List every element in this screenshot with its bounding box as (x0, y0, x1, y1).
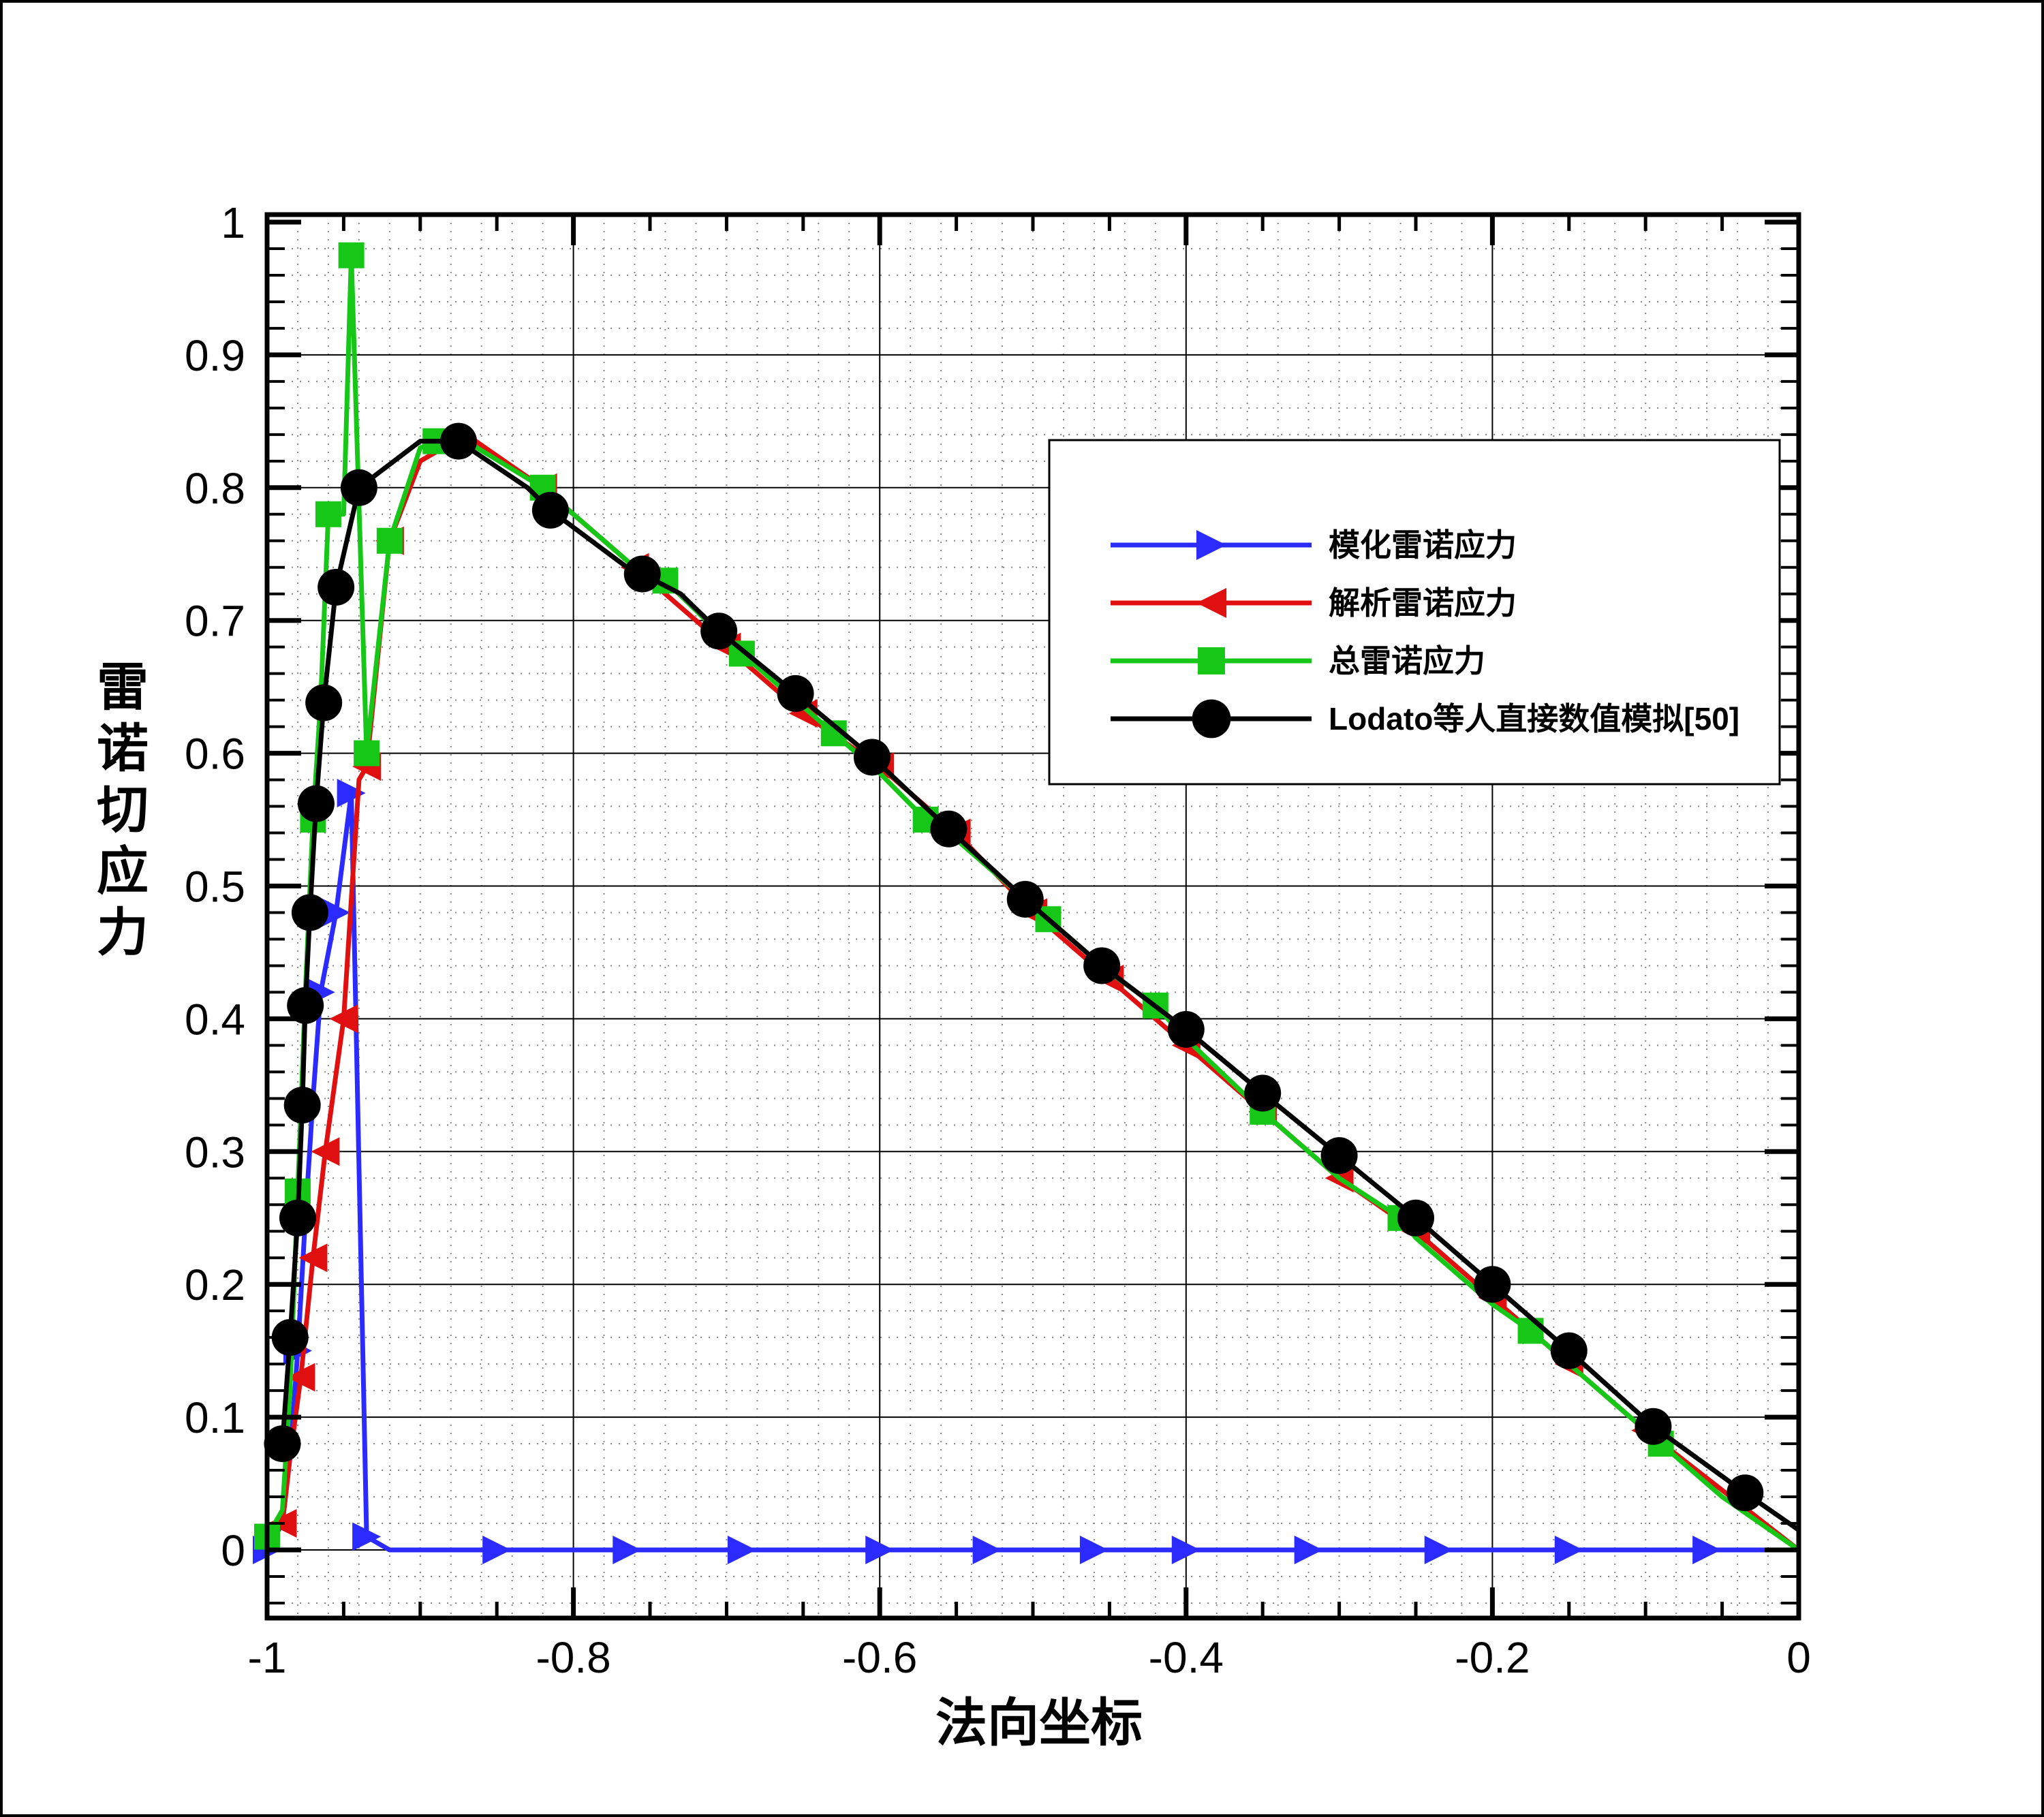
data-point (1554, 1536, 1583, 1564)
data-point (283, 1087, 321, 1124)
axis-ticks: -1 -0.8 -0.6 -0.4 -0.2 0 0 0.1 0.2 0.3 0.4 0.5 0.6 0.… (185, 198, 1811, 1682)
y-tick-label: 0.5 (185, 863, 245, 912)
data-point (291, 894, 328, 931)
series-3 (264, 422, 1800, 1532)
data-point (1079, 1536, 1109, 1564)
data-point (482, 1536, 512, 1564)
y-tick-label: 0.1 (185, 1393, 245, 1442)
data-point (322, 898, 351, 927)
data-point (318, 568, 355, 606)
data-point (1320, 1137, 1358, 1175)
y-tick-label: 0.6 (185, 730, 245, 779)
data-point (727, 1536, 756, 1564)
data-point (297, 785, 335, 822)
y-axis-title-char: 雷 (97, 659, 149, 717)
y-axis-title-char: 力 (97, 904, 149, 962)
data-point (298, 1243, 328, 1273)
x-tick-label: 0 (1786, 1633, 1811, 1682)
x-tick-label: -0.4 (1149, 1633, 1224, 1682)
y-axis-title-char: 诺 (97, 720, 149, 778)
data-point (440, 422, 477, 460)
data-point (1294, 1536, 1323, 1564)
x-axis-title: 法向坐标 (935, 1694, 1143, 1752)
legend-label: 模化雷诺应力 (1329, 527, 1517, 563)
data-point (777, 674, 814, 712)
data-point (287, 987, 324, 1024)
x-tick-label: -0.6 (842, 1633, 917, 1682)
data-point (1424, 1536, 1453, 1564)
data-point (354, 740, 380, 766)
data-point (279, 1199, 316, 1237)
series-line (264, 790, 1799, 1553)
data-point (1726, 1474, 1764, 1512)
data-point (337, 779, 366, 808)
data-point (1397, 1199, 1434, 1237)
data-point (531, 491, 569, 529)
data-point (305, 684, 343, 721)
legend-marker (1192, 699, 1231, 739)
y-tick-label: 0.3 (185, 1128, 245, 1177)
x-tick-label: -1 (248, 1633, 287, 1682)
data-point (930, 810, 967, 848)
y-axis-title-char: 应 (97, 843, 149, 901)
legend-label: Lodato等人直接数值模拟[50] (1329, 701, 1739, 736)
data-point (1167, 1010, 1205, 1048)
legend-label: 解析雷诺应力 (1329, 585, 1517, 621)
data-point (1550, 1332, 1588, 1369)
legend-marker (1196, 587, 1227, 619)
data-point (1244, 1074, 1282, 1112)
data-point (329, 1004, 358, 1034)
data-point (853, 739, 891, 776)
y-tick-label: 0.8 (185, 464, 245, 513)
data-point (338, 242, 365, 268)
data-point (376, 527, 403, 554)
x-tick-label: -0.2 (1455, 1633, 1530, 1682)
y-tick-label: 0.9 (185, 331, 245, 380)
data-point (1474, 1266, 1511, 1303)
data-point (1083, 947, 1121, 984)
data-point (1006, 880, 1044, 918)
data-point (340, 469, 377, 506)
data-point (613, 1536, 642, 1564)
data-point (623, 555, 661, 593)
legend-box (1048, 439, 1781, 786)
data-point (352, 1522, 382, 1551)
data-point (1692, 1536, 1722, 1564)
x-tick-label: -0.8 (536, 1633, 610, 1682)
data-point (286, 1363, 315, 1392)
y-axis-title-char: 切 (97, 781, 149, 839)
plot-series (253, 242, 1801, 1564)
legend-label: 总雷诺应力 (1329, 643, 1485, 679)
y-tick-label: 0.4 (185, 995, 245, 1044)
y-tick-label: 0.2 (185, 1260, 245, 1309)
data-point (1517, 1318, 1544, 1344)
data-point (972, 1536, 1002, 1564)
y-tick-label: 1 (221, 198, 245, 247)
data-point (271, 1319, 309, 1356)
data-point (865, 1536, 895, 1564)
legend-marker (1198, 647, 1225, 674)
y-tick-label: 0.7 (185, 597, 245, 646)
data-point (311, 1137, 340, 1166)
data-point (315, 501, 341, 527)
data-point (1635, 1408, 1672, 1445)
y-tick-label: 0 (221, 1526, 245, 1575)
legend-marker (1196, 529, 1227, 561)
data-point (700, 612, 738, 650)
data-point (1171, 1536, 1201, 1564)
